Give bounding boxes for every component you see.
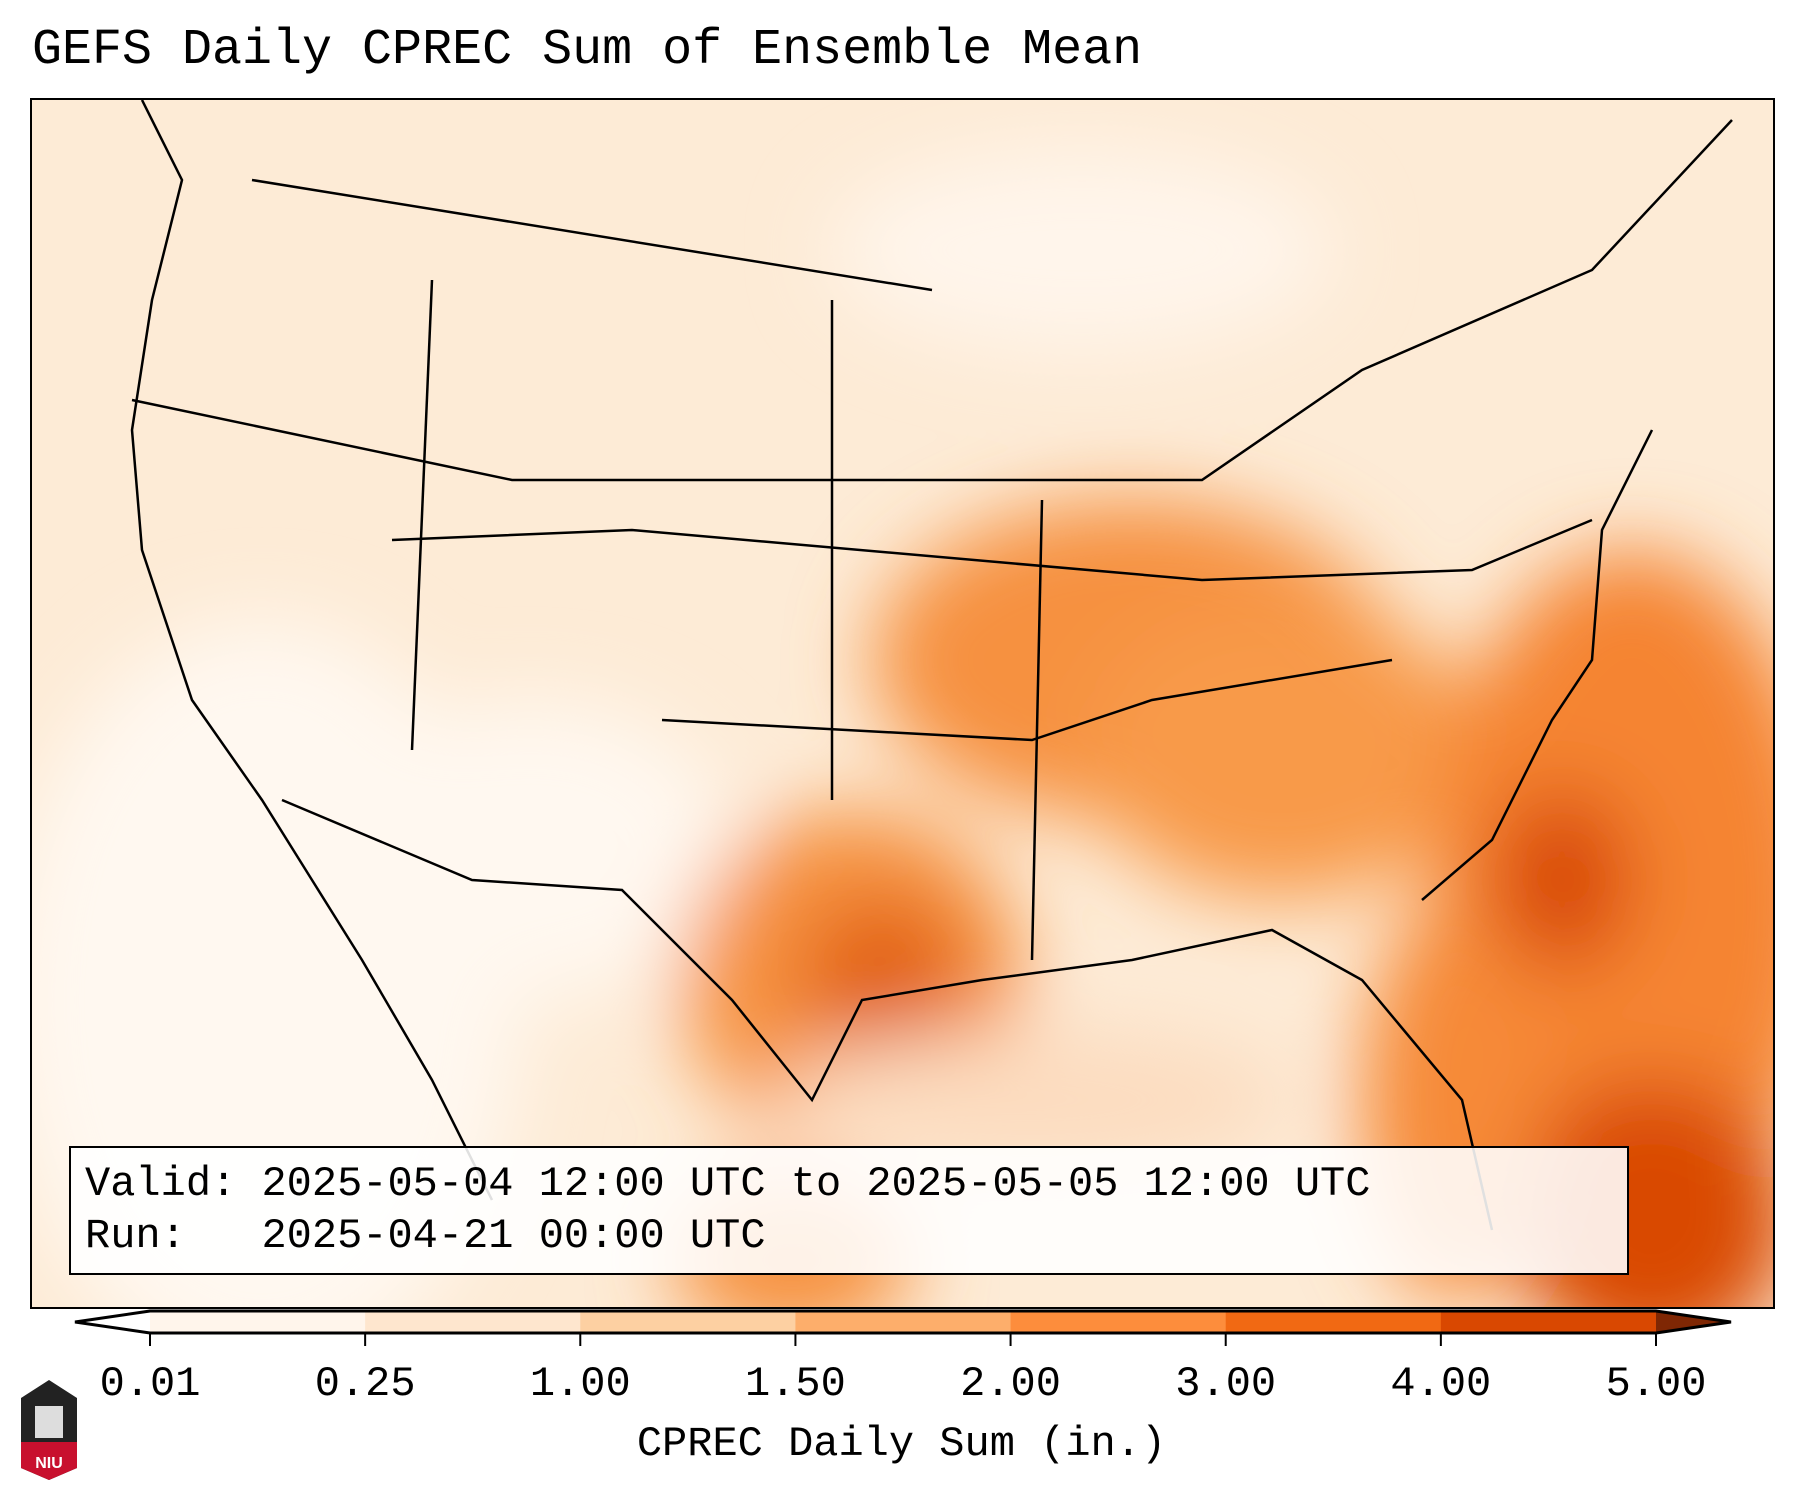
chart-title: GEFS Daily CPREC Sum of Ensemble Mean (32, 22, 1143, 79)
colorbar-tick-label: 5.00 (1605, 1360, 1707, 1408)
niu-logo: NIU (21, 1380, 77, 1480)
colorbar-bin (1010, 1311, 1227, 1333)
run-value: 2025-04-21 00:00 UTC (261, 1212, 766, 1260)
colorbar-bin (1440, 1311, 1657, 1333)
colorbar-bin (150, 1311, 366, 1333)
colorbar-tick-label: 0.01 (99, 1360, 201, 1408)
colorbar-tick-label: 2.00 (960, 1360, 1061, 1408)
precip-field (32, 100, 1773, 1307)
colorbar-under-triangle (75, 1311, 150, 1333)
valid-run-legend: Valid: 2025-05-04 12:00 UTC to 2025-05-0… (69, 1146, 1629, 1275)
colorbar-bin (795, 1311, 1012, 1333)
colorbar-tick-label: 0.25 (314, 1360, 416, 1408)
valid-label: Valid: (85, 1160, 237, 1208)
colorbar-tick-label: 4.00 (1390, 1360, 1492, 1408)
colorbar-over-triangle (1656, 1311, 1731, 1333)
run-label: Run: (85, 1212, 186, 1260)
svg-text:NIU: NIU (35, 1455, 63, 1472)
valid-value: 2025-05-04 12:00 UTC to 2025-05-05 12:00… (261, 1160, 1371, 1208)
colorbar-tick-label: 1.00 (529, 1360, 631, 1408)
colorbar-bin (580, 1311, 796, 1333)
colorbar (74, 1309, 1732, 1346)
colorbar-bin (1225, 1311, 1442, 1333)
colorbar-tick-label: 1.50 (745, 1360, 846, 1408)
colorbar-label: CPREC Daily Sum (in.) (636, 1420, 1167, 1468)
colorbar-bin (365, 1311, 581, 1333)
precip-map: Valid: 2025-05-04 12:00 UTC to 2025-05-0… (30, 98, 1775, 1309)
colorbar-tick-label: 3.00 (1175, 1360, 1277, 1408)
